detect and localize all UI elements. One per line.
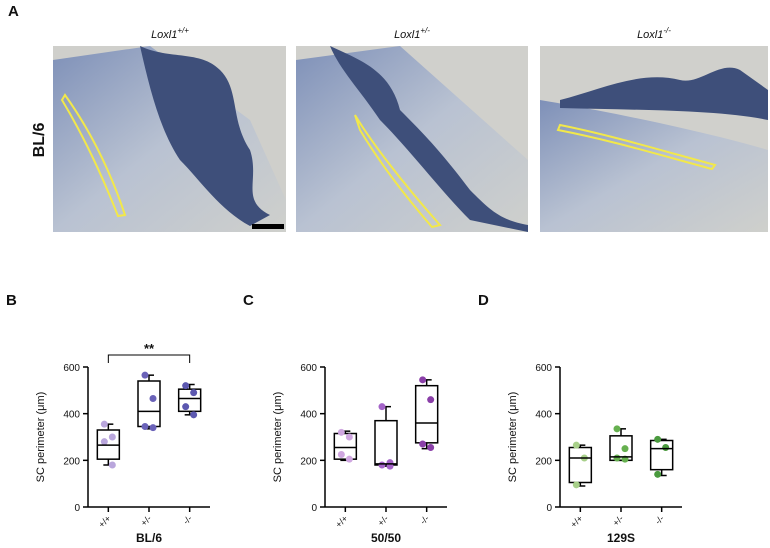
row-label: BL/6 bbox=[31, 123, 48, 158]
significance-label: ** bbox=[144, 341, 155, 356]
data-point bbox=[621, 445, 629, 453]
data-point bbox=[654, 435, 662, 443]
data-point bbox=[419, 440, 427, 448]
box bbox=[137, 380, 161, 428]
data-point bbox=[182, 382, 190, 390]
data-point bbox=[613, 425, 621, 433]
x-axis-label: BL/6 bbox=[136, 531, 162, 545]
x-tick-label: -/- bbox=[181, 513, 194, 526]
y-tick-label: 200 bbox=[300, 456, 317, 467]
data-point bbox=[182, 403, 190, 411]
micrograph bbox=[296, 46, 528, 232]
image-title-base: Loxl1 bbox=[151, 29, 177, 41]
data-point bbox=[100, 420, 108, 428]
data-point bbox=[337, 428, 345, 436]
data-point bbox=[378, 461, 386, 469]
data-point bbox=[141, 423, 149, 430]
x-axis-label: 50/50 bbox=[371, 531, 401, 545]
y-tick-label: 400 bbox=[300, 410, 317, 421]
x-tick-label: +/- bbox=[139, 513, 154, 528]
data-point bbox=[345, 455, 353, 463]
panel-label: D bbox=[478, 292, 489, 309]
x-tick-label: +/- bbox=[611, 513, 626, 528]
x-tick-label: -/- bbox=[653, 513, 666, 526]
data-point bbox=[108, 433, 116, 441]
panel-label: B bbox=[6, 292, 17, 309]
box bbox=[374, 419, 398, 466]
panel-label: C bbox=[243, 292, 254, 309]
x-tick-label: +/+ bbox=[333, 513, 349, 529]
data-point bbox=[572, 481, 580, 489]
box bbox=[649, 439, 674, 471]
y-tick-label: 400 bbox=[63, 410, 80, 421]
x-axis-label: 129S bbox=[607, 531, 635, 545]
y-axis-label: SC perimeter (μm) bbox=[35, 392, 47, 483]
data-point bbox=[419, 376, 427, 384]
y-tick-label: 600 bbox=[535, 363, 552, 374]
box bbox=[333, 432, 358, 460]
image-title-sup: +/+ bbox=[177, 26, 189, 35]
data-point bbox=[149, 424, 157, 432]
image-title: Loxl1-/- bbox=[637, 26, 671, 41]
box bbox=[414, 384, 439, 444]
data-point bbox=[654, 470, 662, 478]
data-point bbox=[378, 403, 386, 411]
image-title: Loxl1+/+ bbox=[151, 26, 189, 41]
image-title-sup: +/- bbox=[420, 26, 430, 35]
x-tick-label: +/- bbox=[376, 513, 391, 528]
y-tick-label: 400 bbox=[535, 410, 552, 421]
y-tick-label: 600 bbox=[300, 363, 317, 374]
micrograph bbox=[53, 46, 286, 232]
image-title-base: Loxl1 bbox=[394, 29, 420, 41]
data-point bbox=[427, 444, 435, 451]
panel-label: A bbox=[8, 3, 19, 20]
data-point bbox=[108, 461, 116, 469]
micrograph bbox=[540, 46, 768, 232]
y-tick-label: 600 bbox=[63, 363, 80, 374]
data-point bbox=[662, 444, 670, 451]
significance-bracket bbox=[107, 354, 191, 363]
data-point bbox=[337, 451, 345, 458]
y-tick-label: 200 bbox=[63, 456, 80, 467]
y-axis-label: SC perimeter (μm) bbox=[272, 392, 284, 483]
x-tick-label: +/+ bbox=[96, 513, 112, 529]
data-point bbox=[572, 441, 580, 449]
data-point bbox=[190, 411, 198, 419]
y-tick-label: 200 bbox=[535, 456, 552, 467]
data-point bbox=[345, 433, 353, 441]
data-point bbox=[613, 454, 621, 462]
image-title-sup: -/- bbox=[663, 26, 671, 35]
image-title-base: Loxl1 bbox=[637, 29, 663, 41]
image-title: Loxl1+/- bbox=[394, 26, 430, 41]
y-tick-label: 0 bbox=[74, 503, 80, 514]
x-tick-label: -/- bbox=[418, 513, 431, 526]
x-tick-label: +/+ bbox=[568, 513, 584, 529]
data-point bbox=[100, 438, 108, 446]
data-point bbox=[427, 396, 435, 404]
data-point bbox=[190, 389, 198, 397]
box bbox=[177, 388, 202, 413]
box bbox=[568, 446, 593, 484]
y-axis-label: SC perimeter (μm) bbox=[507, 392, 519, 483]
box bbox=[609, 435, 633, 462]
data-point bbox=[141, 371, 149, 379]
data-point bbox=[149, 395, 157, 402]
y-tick-label: 0 bbox=[546, 503, 552, 514]
y-tick-label: 0 bbox=[311, 503, 317, 514]
